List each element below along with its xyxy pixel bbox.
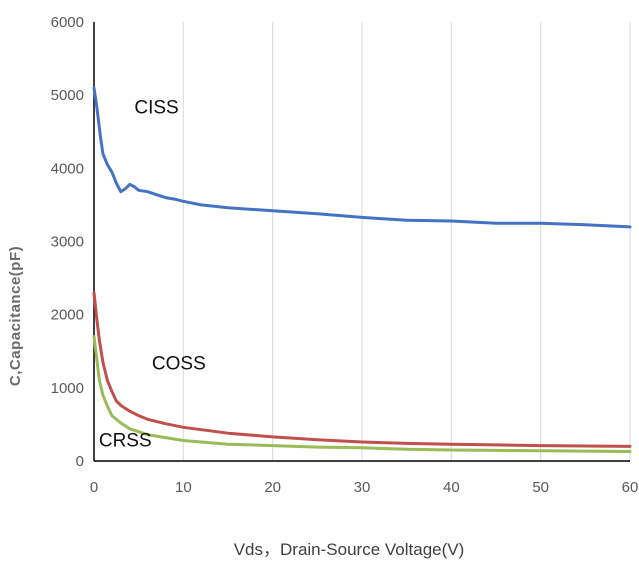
y-tick-label: 4000 bbox=[51, 160, 84, 177]
y-axis-label: C,Capacitance(pF) bbox=[7, 246, 24, 386]
series-label-crss: CRSS bbox=[99, 430, 152, 451]
x-axis-label: Vds，Drain-Source Voltage(V) bbox=[234, 540, 465, 559]
tick-labels: 0 1000 2000 3000 4000 5000 6000 0 10 20 30 40 50 60 bbox=[51, 14, 639, 496]
x-tick-label: 10 bbox=[175, 479, 192, 496]
x-tick-label: 20 bbox=[264, 479, 281, 496]
series-line-coss bbox=[92, 291, 632, 448]
x-tick-label: 50 bbox=[532, 479, 549, 496]
gridlines bbox=[182, 22, 631, 461]
series-label-ciss: CISS bbox=[134, 97, 178, 118]
y-tick-label: 5000 bbox=[51, 87, 84, 104]
x-tick-label: 0 bbox=[90, 479, 98, 496]
annotations: CISS COSS CRSS bbox=[99, 97, 206, 451]
series-lines bbox=[92, 86, 632, 453]
y-tick-label: 0 bbox=[76, 453, 84, 470]
y-tick-label: 2000 bbox=[51, 307, 84, 324]
series-line-ciss bbox=[92, 86, 632, 229]
x-tick-label: 60 bbox=[622, 479, 639, 496]
y-tick-label: 6000 bbox=[51, 14, 84, 31]
x-tick-label: 30 bbox=[354, 479, 371, 496]
series-label-coss: COSS bbox=[152, 354, 206, 375]
y-tick-label: 3000 bbox=[51, 234, 84, 251]
y-tick-label: 1000 bbox=[51, 380, 84, 397]
series-line-crss bbox=[92, 335, 632, 453]
x-tick-label: 40 bbox=[443, 479, 460, 496]
